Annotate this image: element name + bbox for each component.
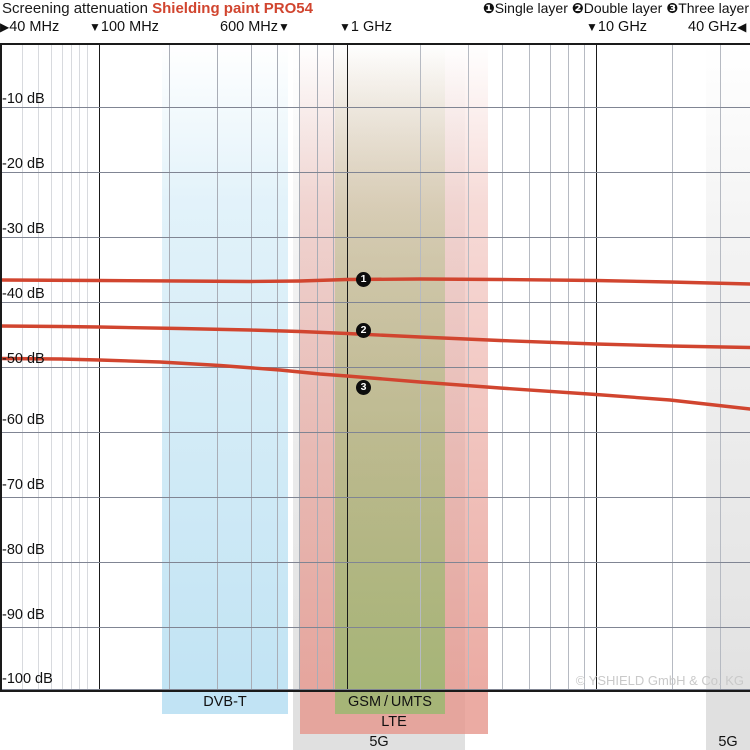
- freq-tick-label: 40 GHz: [688, 19, 738, 35]
- freq-tick-label: 10 GHz: [597, 19, 648, 35]
- y-label-30db: -30 dB: [2, 221, 45, 237]
- y-label-80db: -80 dB: [2, 542, 45, 558]
- band-label-5g-high: 5G: [718, 734, 738, 750]
- freq-tick-label: 600 MHz: [220, 19, 279, 35]
- page-title: Screening attenuation Shielding paint PR…: [2, 0, 313, 17]
- legend-label-2: Double layer: [583, 0, 663, 16]
- grid-h-50db: [0, 367, 750, 368]
- arrow-down-icon: ▼: [339, 20, 351, 34]
- frequency-axis: ▶40 MHz ▼100 MHz 600 MHz▼ ▼1 GHz ▼10 GHz…: [0, 19, 750, 43]
- plot-frame-bottom: [0, 690, 750, 692]
- legend-bullet-3: ❸: [666, 0, 679, 16]
- grid-h-30db: [0, 237, 750, 238]
- band-legend-footer: DVB-T GSM / UMTS LTE 5G 5G: [0, 692, 750, 750]
- legend-bullet-1: ❶: [482, 0, 495, 16]
- y-label-100db: -100 dB: [2, 671, 53, 687]
- grid-h-10db: [0, 107, 750, 108]
- copyright-notice: © YSHIELD GmbH & Co. KG: [575, 673, 744, 688]
- grid-h-60db: [0, 432, 750, 433]
- freq-tick-10ghz: ▼10 GHz: [586, 19, 647, 35]
- grid-h-70db: [0, 497, 750, 498]
- arrow-down-icon: ▼: [586, 20, 598, 34]
- legend-bullet-2: ❷: [571, 0, 584, 16]
- grid-h-80db: [0, 562, 750, 563]
- freq-tick-1ghz: ▼1 GHz: [339, 19, 392, 35]
- grid-h-20db: [0, 172, 750, 173]
- grid-h-100db: [0, 689, 750, 690]
- freq-tick-label: 40 MHz: [9, 19, 60, 35]
- arrow-right-icon: ▶: [0, 20, 10, 34]
- curve-marker-1: 1: [356, 272, 371, 287]
- footer-band-5g-high: [706, 692, 750, 750]
- band-label-lte: LTE: [381, 714, 407, 730]
- curve-double-layer: [0, 324, 750, 350]
- y-label-50db: -50 dB: [2, 351, 45, 367]
- arrow-left-icon: ◀: [737, 20, 747, 34]
- y-label-10db: -10 dB: [2, 91, 45, 107]
- chart-header: Screening attenuation Shielding paint PR…: [0, 0, 750, 20]
- freq-tick-40ghz: 40 GHz◀: [688, 19, 746, 35]
- product-title: Shielding paint PRO54: [152, 0, 313, 17]
- footer-band-dvbt: [162, 692, 288, 714]
- freq-tick-label: 1 GHz: [350, 19, 392, 35]
- plot-canvas: 1 2 3 -10 dB -20 dB -30 dB -40 dB -50 dB…: [0, 43, 750, 692]
- arrow-down-icon: ▼: [89, 20, 101, 34]
- band-label-5g-low: 5G: [369, 734, 389, 750]
- band-label-gsm-umts: GSM / UMTS: [348, 694, 432, 710]
- legend-label-3: Three layer: [678, 0, 749, 16]
- curves-svg: [0, 277, 750, 411]
- plot-area: 1 2 3 -10 dB -20 dB -30 dB -40 dB -50 dB…: [0, 43, 750, 692]
- freq-tick-100mhz: ▼100 MHz: [89, 19, 159, 35]
- freq-tick-600mhz: 600 MHz▼: [220, 19, 290, 35]
- plot-frame-left: [0, 43, 2, 692]
- y-label-40db: -40 dB: [2, 286, 45, 302]
- y-label-70db: -70 dB: [2, 477, 45, 493]
- freq-tick-label: 100 MHz: [100, 19, 159, 35]
- grid-h-40db: [0, 302, 750, 303]
- freq-tick-40mhz: ▶40 MHz: [0, 19, 59, 35]
- y-label-20db: -20 dB: [2, 156, 45, 172]
- y-label-90db: -90 dB: [2, 607, 45, 623]
- title-text: Screening attenuation: [2, 0, 148, 17]
- band-label-dvbt: DVB-T: [203, 694, 247, 710]
- arrow-down-icon: ▼: [278, 20, 290, 34]
- legend-label-1: Single layer: [494, 0, 568, 16]
- footer-band-gsm-umts: [335, 692, 445, 714]
- plot-frame-top: [0, 43, 750, 45]
- curve-three-layer: [0, 356, 750, 411]
- y-label-60db: -60 dB: [2, 412, 45, 428]
- legend: ❶Single layer ❷Double layer ❸Three layer: [483, 0, 749, 17]
- curve-marker-3: 3: [356, 380, 371, 395]
- grid-h-90db: [0, 627, 750, 628]
- curve-single-layer: [0, 277, 750, 286]
- curve-marker-2: 2: [356, 323, 371, 338]
